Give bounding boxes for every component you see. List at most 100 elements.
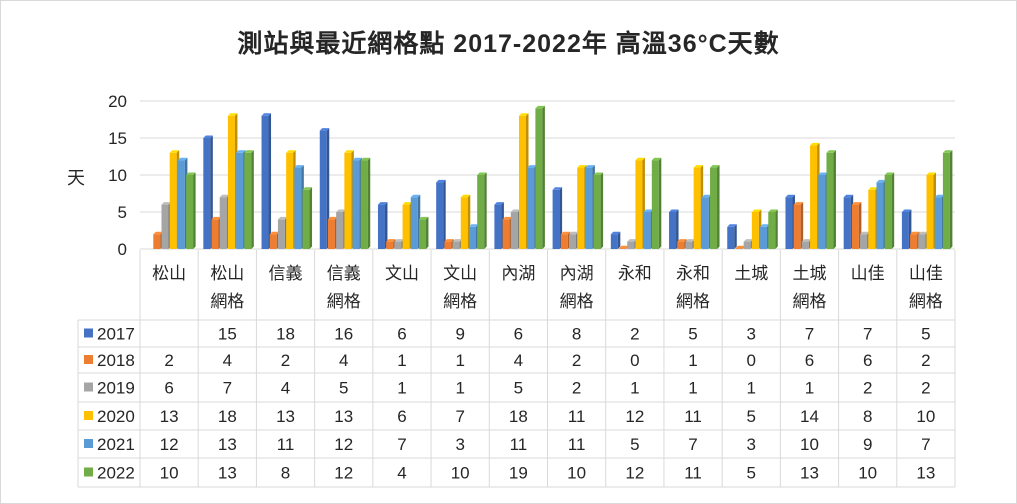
- data-label: 7: [805, 325, 814, 344]
- bar-2021-13: [934, 197, 942, 249]
- bar-top-2022-1: [244, 150, 254, 153]
- bar-side-2022-6: [542, 105, 545, 250]
- bar-top-2022-11: [826, 150, 836, 153]
- data-label: 13: [276, 407, 295, 426]
- data-label: 7: [921, 435, 930, 454]
- bar-top-2017-12: [843, 194, 854, 198]
- data-label: 5: [921, 325, 930, 344]
- bar-2017-5: [436, 182, 444, 249]
- bar-2020-6: [518, 115, 526, 249]
- bar-top-2020-13: [926, 172, 936, 175]
- bar-side-2022-7: [600, 172, 604, 249]
- bar-2022-13: [942, 152, 950, 249]
- bar-2021-1: [236, 152, 244, 249]
- data-label: 2: [572, 379, 581, 398]
- bar-2017-8: [610, 234, 618, 249]
- data-label: 12: [334, 464, 353, 483]
- bar-top-2021-2: [294, 165, 304, 168]
- legend-key-2019: [84, 382, 93, 392]
- bar-2021-5: [468, 226, 476, 249]
- bar-2022-12: [884, 175, 892, 249]
- bar-top-2020-6: [518, 113, 529, 116]
- data-label: 13: [218, 464, 237, 483]
- category-label: 網格: [210, 292, 244, 311]
- bar-top-2017-5: [436, 179, 446, 183]
- bar-top-2018-7: [560, 231, 571, 235]
- data-label: 2: [164, 351, 173, 370]
- category-label: 山佳: [851, 264, 885, 283]
- data-label: 2: [921, 351, 930, 370]
- bar-2019-2: [277, 219, 285, 249]
- data-label: 2: [572, 351, 581, 370]
- bar-2018-0: [153, 234, 161, 249]
- bar-top-2020-5: [460, 194, 471, 198]
- bar-top-2017-10: [727, 224, 737, 227]
- data-label: 1: [630, 379, 639, 398]
- data-label: 7: [223, 379, 232, 398]
- legend-key-2017: [84, 328, 93, 338]
- bar-2020-8: [635, 160, 643, 249]
- bar-top-2018-9: [677, 239, 687, 242]
- bar-top-2018-5: [444, 239, 454, 242]
- bar-2019-7: [569, 234, 577, 249]
- bar-2020-12: [868, 189, 876, 249]
- bar-top-2017-6: [494, 202, 504, 205]
- data-label: 13: [334, 407, 353, 426]
- bar-top-2017-2: [261, 113, 272, 116]
- y-tick-label: 0: [118, 240, 127, 259]
- bar-top-2019-9: [685, 239, 695, 242]
- bar-top-2018-12: [851, 202, 862, 205]
- data-label: 1: [397, 379, 406, 398]
- bar-2021-2: [294, 167, 302, 249]
- bar-top-2021-1: [236, 150, 246, 153]
- data-label: 8: [572, 325, 581, 344]
- bar-side-2022-1: [251, 150, 254, 249]
- bar-top-2017-13: [901, 209, 912, 212]
- bar-side-2018-11: [800, 202, 804, 249]
- bar-side-2017-8: [617, 231, 621, 249]
- bar-top-2019-1: [219, 194, 230, 198]
- bar-2020-3: [344, 152, 352, 249]
- bar-top-2021-12: [876, 179, 886, 183]
- category-label: 網格: [909, 292, 943, 311]
- data-label: 1: [455, 351, 464, 370]
- data-label: 1: [805, 379, 814, 398]
- bar-top-2022-12: [884, 172, 895, 175]
- bar-top-2018-8: [619, 245, 629, 249]
- data-label: 6: [863, 351, 872, 370]
- data-label: 5: [747, 464, 756, 483]
- data-label: 12: [625, 464, 644, 483]
- bar-side-2022-8: [658, 157, 662, 249]
- data-label: 0: [630, 351, 639, 370]
- data-label: 5: [688, 325, 697, 344]
- category-label: 信義: [269, 264, 303, 283]
- bar-top-2022-3: [360, 157, 371, 161]
- bar-2017-13: [901, 212, 909, 249]
- data-label: 12: [160, 435, 179, 454]
- data-label: 18: [276, 325, 295, 344]
- bar-2019-4: [394, 241, 402, 249]
- y-tick-label: 20: [108, 92, 127, 111]
- bar-2018-7: [560, 234, 568, 249]
- bar-top-2019-2: [277, 216, 288, 220]
- bar-2020-5: [460, 197, 468, 249]
- bar-top-2021-9: [701, 194, 712, 198]
- bar-top-2022-0: [186, 172, 196, 175]
- legend-key-2018: [84, 355, 93, 364]
- bar-top-2017-8: [610, 231, 621, 235]
- bar-side-2022-4: [425, 216, 429, 249]
- bar-2020-11: [810, 145, 818, 249]
- bars: [153, 105, 953, 250]
- bar-2020-1: [227, 115, 235, 249]
- data-label: 4: [514, 351, 523, 370]
- bar-top-2020-2: [286, 150, 296, 153]
- bar-top-2019-7: [569, 231, 579, 235]
- bar-top-2022-7: [593, 172, 604, 175]
- bar-side-2022-11: [833, 150, 836, 249]
- bar-2019-12: [860, 234, 868, 249]
- data-label: 10: [858, 464, 877, 483]
- data-label: 1: [688, 351, 697, 370]
- bar-2022-5: [477, 175, 485, 249]
